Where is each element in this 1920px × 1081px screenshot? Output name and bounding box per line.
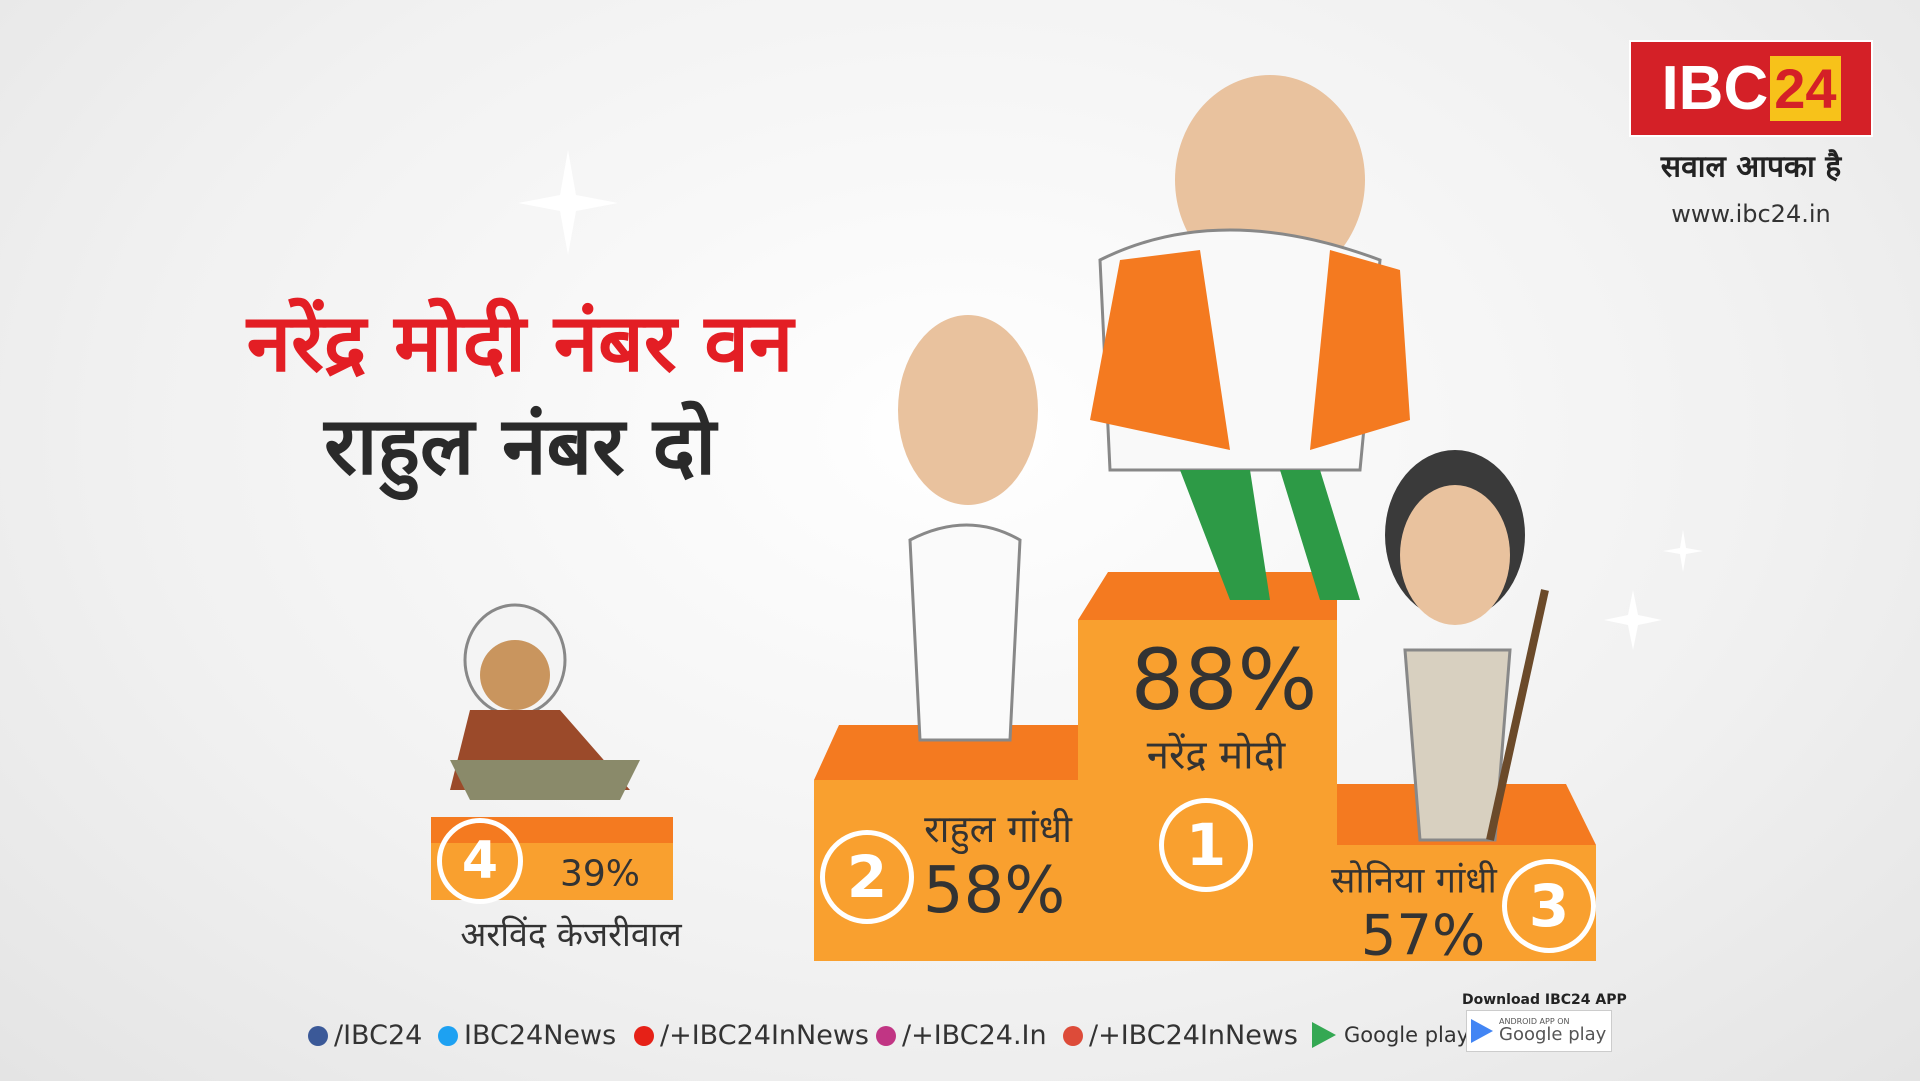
figure-1	[1090, 75, 1410, 600]
sparkles	[518, 150, 1703, 650]
google-play-link[interactable]: Google play	[1310, 1020, 1469, 1050]
figure-4	[450, 603, 640, 800]
block-front	[1078, 620, 1337, 961]
figure-3	[1385, 450, 1549, 842]
percent: 58%	[922, 854, 1066, 928]
website[interactable]: www.ibc24.in	[1671, 200, 1831, 228]
percent: 88%	[1130, 631, 1318, 729]
name: सोनिया गांधी	[1331, 860, 1497, 902]
badge-store: Google play	[1499, 1024, 1607, 1045]
rank-badge: 4	[437, 818, 523, 904]
social-link[interactable]: /+IBC24InNews	[634, 1020, 869, 1051]
name: अरविंद केजरीवाल	[460, 915, 682, 955]
play-icon	[1312, 1022, 1336, 1048]
rank-badge: 3	[1502, 859, 1596, 953]
download-badge[interactable]: ANDROID APP ON Google play	[1466, 1010, 1612, 1052]
play-icon	[1471, 1019, 1493, 1043]
social-handle: IBC24News	[464, 1020, 617, 1051]
subheadline: राहुल नंबर दो	[324, 399, 716, 493]
social-link[interactable]: IBC24News	[438, 1020, 616, 1051]
social-handle: /IBC24	[334, 1020, 423, 1051]
rank-badge: 2	[820, 830, 914, 924]
figure-2	[898, 315, 1038, 742]
badge-subtitle: ANDROID APP ON	[1499, 1017, 1570, 1026]
logo-number: 24	[1770, 56, 1841, 121]
name: नरेंद्र मोदी	[1146, 732, 1286, 779]
block-top	[1078, 572, 1337, 620]
google-play-text: Google play	[1344, 1023, 1470, 1047]
headline: नरेंद्र मोदी नंबर वन	[246, 296, 794, 390]
download-title: Download IBC24 APP	[1462, 992, 1627, 1008]
name: राहुल गांधी	[924, 807, 1072, 851]
rank-badge: 1	[1159, 798, 1253, 892]
logo-brand: IBC	[1661, 54, 1769, 123]
percent: 57%	[1360, 903, 1486, 969]
tagline: सवाल आपका है	[1660, 149, 1842, 185]
social-link[interactable]: /+IBC24InNews	[1063, 1020, 1298, 1051]
social-link[interactable]: /+IBC24.In	[876, 1020, 1047, 1051]
social-handle: /+IBC24InNews	[660, 1020, 869, 1051]
social-link[interactable]: /IBC24	[308, 1020, 422, 1051]
percent: 39%	[559, 853, 641, 895]
social-handle: /+IBC24InNews	[1089, 1020, 1298, 1051]
block-top	[814, 725, 1078, 780]
social-handle: /+IBC24.In	[902, 1020, 1047, 1051]
logo[interactable]: IBC 24	[1629, 40, 1873, 137]
